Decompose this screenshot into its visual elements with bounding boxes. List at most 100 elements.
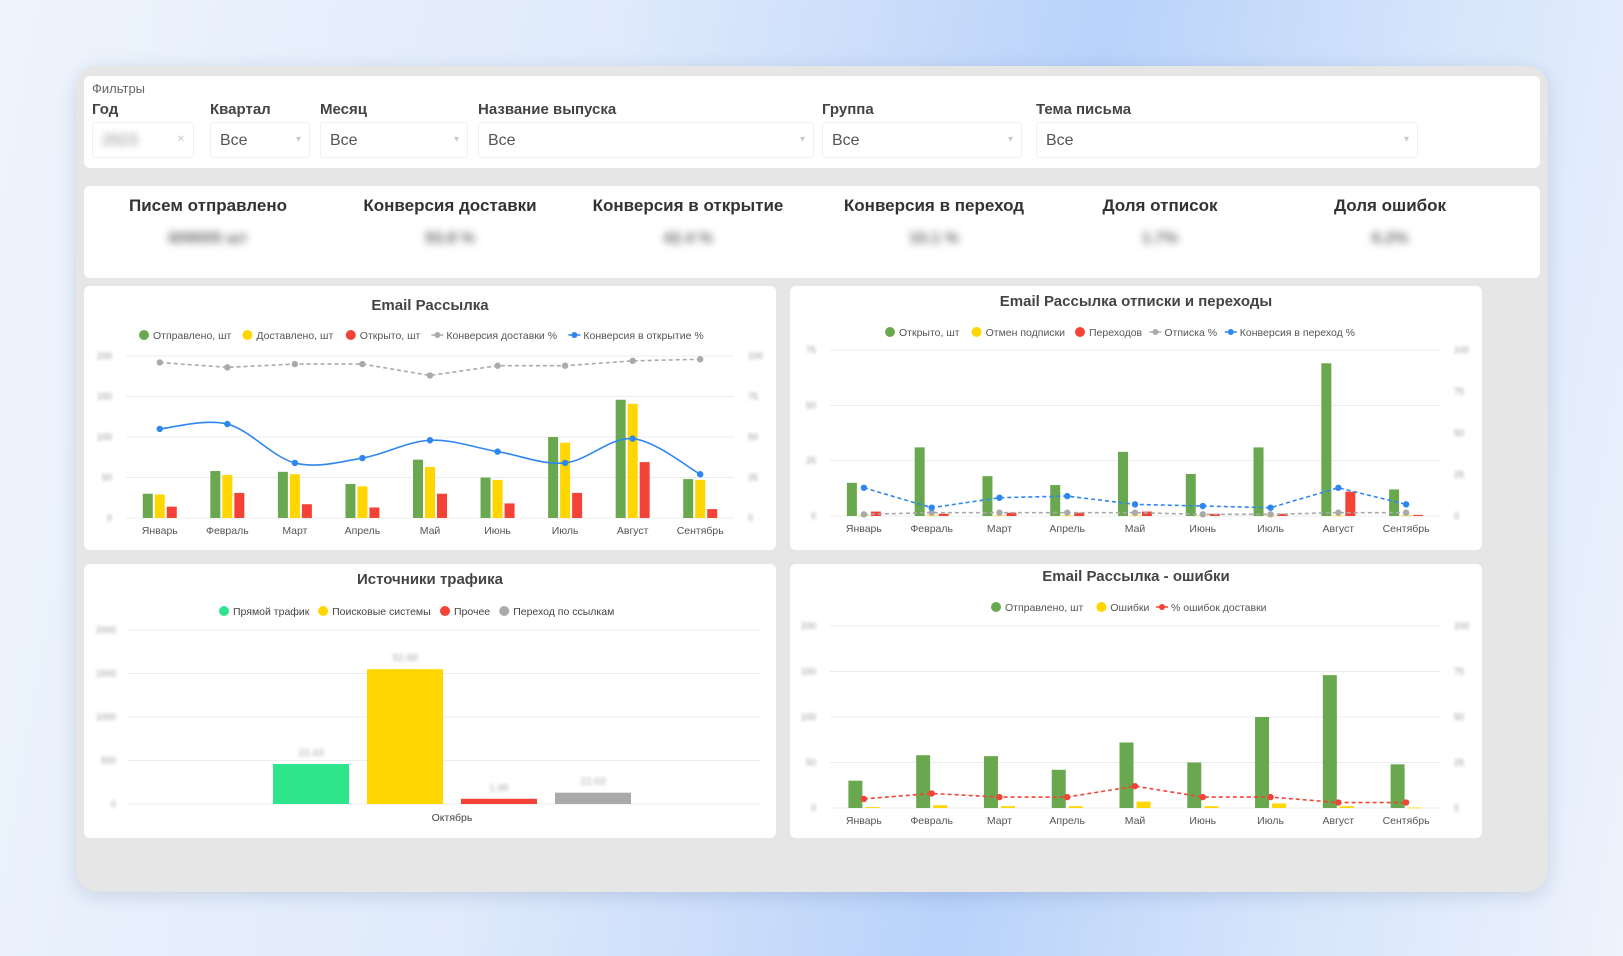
y2-tick-label: 100 [748, 351, 763, 361]
bar [273, 763, 349, 804]
bar [1255, 717, 1270, 808]
legend-label: Прочее [454, 606, 490, 618]
y-tick-label: 150 [97, 392, 112, 402]
legend-marker [440, 606, 450, 616]
group-select[interactable]: Все ▾ [822, 122, 1022, 158]
legend-marker [499, 606, 510, 616]
errors-chart: Email Рассылка - ошибки Отправлено, шт Оши… [801, 568, 1469, 827]
line-point [359, 454, 366, 462]
x-tick-label: Февраль [910, 815, 953, 827]
clear-icon[interactable]: ✕ [176, 134, 185, 145]
x-tick-label: Апрель [1049, 523, 1085, 535]
bar [480, 477, 491, 518]
bar [933, 805, 948, 808]
bar [492, 479, 503, 518]
kpi-value: 609005 шт [168, 230, 248, 247]
line-point [426, 372, 434, 379]
legend-marker [345, 330, 356, 340]
line-point [1402, 799, 1410, 806]
bar [1051, 769, 1066, 808]
line-point [224, 420, 231, 428]
kpi-value: 93.8 % [425, 230, 475, 247]
y-tick-label: 0 [811, 803, 816, 813]
y-tick-label: 2000 [96, 625, 116, 635]
legend-label: Доставлено, шт [256, 330, 333, 342]
x-tick-label: Июнь [484, 525, 511, 537]
x-tick-label: Май [1125, 523, 1146, 535]
y2-tick-label: 50 [748, 432, 758, 442]
bar [848, 780, 863, 808]
line-point [928, 790, 935, 797]
x-tick-label: Сентябрь [677, 525, 725, 537]
y2-tick-label: 75 [1454, 667, 1464, 677]
y2-tick-label: 100 [1454, 345, 1469, 355]
month-label: Месяц [320, 101, 367, 118]
bar [210, 471, 221, 518]
x-tick-label: Апрель [1049, 815, 1085, 827]
y2-tick-label: 0 [748, 513, 753, 523]
x-tick-label: Сентябрь [1383, 815, 1431, 827]
x-tick-label: Май [1125, 815, 1146, 827]
month-select[interactable]: Все ▾ [320, 122, 468, 158]
y-tick-label: 100 [97, 432, 112, 442]
line-point [494, 448, 501, 455]
bar [289, 474, 300, 518]
chevron-down-icon: ▾ [1007, 134, 1013, 145]
line-point [996, 793, 1003, 801]
line-point [996, 509, 1003, 516]
line-point [928, 504, 935, 511]
y-tick-label: 150 [801, 667, 816, 677]
y-tick-label: 50 [806, 758, 816, 768]
x-tick-label: Август [1323, 815, 1355, 827]
y-tick-label: 50 [102, 473, 112, 483]
bar [1068, 806, 1083, 808]
bar [1345, 491, 1356, 516]
line-point [291, 360, 299, 368]
y-tick-label: 0 [111, 799, 116, 809]
y-tick-label: 0 [811, 511, 816, 521]
line-point [291, 459, 299, 467]
bar [560, 442, 571, 518]
data-label: 22.63 [580, 777, 605, 788]
bar [1118, 451, 1128, 516]
legend-label: Открыто, шт [360, 330, 421, 342]
kpi-value: 10.1 % [909, 230, 959, 247]
bar [425, 466, 435, 518]
bar [1277, 513, 1288, 516]
legend-label: Поисковые системы [332, 606, 431, 618]
bar [1074, 512, 1085, 516]
bar [1339, 806, 1354, 808]
line-point [494, 362, 501, 369]
y-tick-label: 200 [801, 621, 816, 631]
bar [914, 447, 925, 516]
subject-label: Тема письма [1036, 101, 1132, 118]
legend-label: Отправлено, шт [1005, 602, 1084, 614]
legend-marker [1096, 602, 1107, 612]
line-point [1335, 509, 1342, 516]
y2-tick-label: 0 [1454, 511, 1459, 521]
x-tick-label: Май [420, 525, 441, 537]
line-point [359, 360, 366, 368]
subject-select[interactable]: Все ▾ [1036, 122, 1418, 158]
y-tick-label: 0 [107, 513, 112, 523]
line-point [156, 425, 163, 433]
unsub-chart-panel: Email Рассылка отписки и переходы Открыто… [790, 286, 1482, 550]
line-point [1335, 484, 1342, 491]
legend-label: Переход по ссылкам [513, 606, 614, 618]
bar [555, 792, 631, 804]
line-point [1267, 793, 1274, 801]
line-point [697, 471, 704, 478]
x-tick-label: Январь [846, 815, 883, 827]
line-point [860, 511, 868, 518]
quarter-select[interactable]: Все ▾ [210, 122, 310, 158]
chevron-down-icon: ▾ [1403, 134, 1409, 145]
kpi-title: Доля отписок [1102, 196, 1218, 215]
bar [1322, 675, 1337, 808]
dashboard-frame: Фильтры Год 2023 ✕ Квартал Все ▾ Месяц В… [76, 66, 1548, 892]
issue-select[interactable]: Все ▾ [478, 122, 814, 158]
bar [413, 459, 423, 518]
year-select[interactable]: 2023 ✕ [92, 122, 194, 158]
kpi-title: Конверсия в открытие [592, 196, 784, 215]
y-tick-label: 50 [806, 400, 816, 410]
x-tick-label: Март [987, 815, 1012, 827]
